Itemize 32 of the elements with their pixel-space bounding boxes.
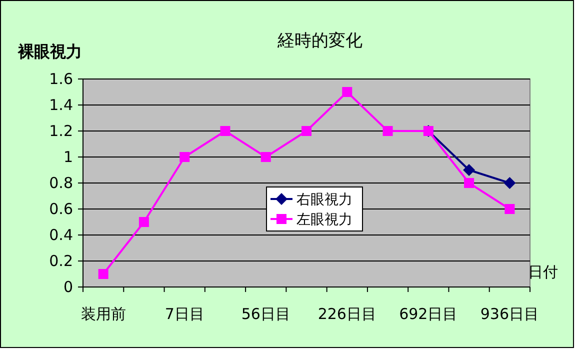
- point: [463, 164, 476, 176]
- y-tick-label: 1.2: [49, 122, 73, 140]
- point: [504, 204, 515, 214]
- y-tick-label: 0: [63, 278, 73, 296]
- point: [180, 152, 190, 162]
- x-tick-label: 56日目: [241, 305, 290, 323]
- point: [342, 87, 352, 97]
- x-tick-label: 装用前: [80, 305, 126, 323]
- point: [260, 152, 271, 162]
- point: [382, 126, 393, 136]
- point: [138, 217, 149, 227]
- x-tick-label: 936日目: [480, 305, 539, 323]
- y-tick-label: 0.8: [49, 174, 73, 192]
- y-tick-label: 0.6: [49, 200, 73, 218]
- x-tick-label: 226日目: [318, 305, 376, 323]
- point: [98, 269, 108, 279]
- y-tick-label: 0.4: [49, 226, 73, 244]
- x-tick-label: 7日目: [164, 305, 204, 323]
- y-tick-label: 1: [63, 148, 73, 166]
- point: [464, 178, 474, 188]
- y-tick-label: 1.6: [49, 70, 73, 88]
- y-tick-label: 0.2: [49, 252, 73, 270]
- y-tick-label: 1.4: [49, 96, 73, 114]
- legend-label: 左眼視力: [296, 212, 352, 228]
- point: [302, 126, 312, 136]
- y-axis-title: 裸眼視力: [17, 42, 82, 61]
- legend-label: 右眼視力: [296, 192, 352, 208]
- point: [220, 126, 230, 136]
- x-axis-title: 日付: [528, 263, 558, 281]
- point: [504, 177, 516, 189]
- chart-title: 経時的変化: [276, 31, 362, 51]
- x-tick-label: 692日目: [399, 305, 458, 323]
